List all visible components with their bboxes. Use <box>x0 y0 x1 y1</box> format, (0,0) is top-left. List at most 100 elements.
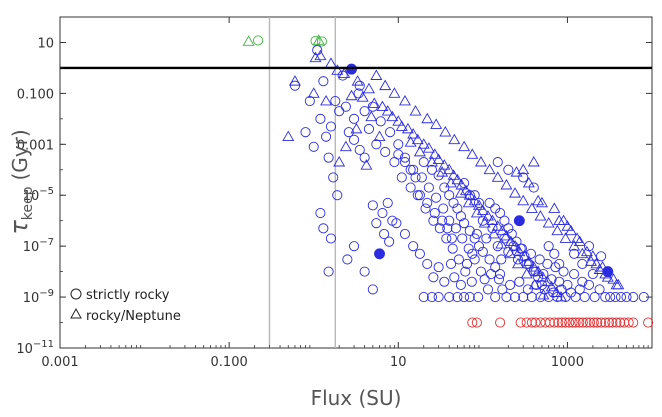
marker-rocky-circle-25 <box>393 139 404 150</box>
marker-rocky-circle-68 <box>552 292 563 303</box>
marker-rocky-circle-106 <box>439 276 450 287</box>
marker-rocky-triangle-31 <box>468 194 481 206</box>
marker-rocky-triangle-12 <box>376 100 389 112</box>
marker-red-circle-1 <box>471 317 482 328</box>
marker-rocky-circle-18 <box>363 123 375 135</box>
marker-rocky-triangle-70 <box>525 202 538 213</box>
marker-rocky-circle-58 <box>509 292 521 303</box>
marker-rocky-circle-172 <box>473 197 485 208</box>
marker-rocky-triangle-3 <box>331 64 344 75</box>
marker-rocky-circle-112 <box>471 228 482 240</box>
marker-rocky-circle-44 <box>460 266 471 277</box>
marker-rocky-circle-175 <box>393 149 404 160</box>
marker-rocky-circle-filled-1 <box>374 248 385 260</box>
marker-red-circle-3 <box>515 317 526 328</box>
marker-rocky-triangle-119 <box>580 245 593 257</box>
y-tick-label-2: 10−7 <box>23 237 54 255</box>
marker-rocky-circle-83 <box>628 292 639 303</box>
x-tick-label-3: 1000 <box>551 355 584 370</box>
marker-rocky-circle-130 <box>550 262 561 273</box>
y-tick-label-3: 10−5 <box>23 186 54 204</box>
marker-rocky-triangle-22 <box>428 148 441 159</box>
marker-rocky-circle-filled-2 <box>513 215 525 227</box>
marker-rocky-triangle-63 <box>466 148 479 159</box>
marker-green-triangle-1 <box>312 34 325 45</box>
marker-rocky-circle-195 <box>554 258 565 270</box>
marker-rocky-triangle-46 <box>536 271 549 282</box>
marker-rocky-triangle-74 <box>559 232 572 243</box>
marker-red-circle-26 <box>607 317 618 328</box>
marker-rocky-circle-88 <box>444 292 455 303</box>
marker-rocky-triangle-40 <box>509 240 521 251</box>
marker-rocky-triangle-29 <box>459 184 472 196</box>
marker-rocky-circle-188 <box>325 233 337 244</box>
marker-rocky-triangle-114 <box>365 110 378 122</box>
marker-rocky-triangle-96 <box>413 145 426 157</box>
marker-rocky-circle-30 <box>412 190 423 201</box>
marker-rocky-triangle-73 <box>551 224 564 236</box>
marker-rocky-triangle-48 <box>545 280 558 292</box>
marker-rocky-circle-80 <box>610 292 621 303</box>
marker-red-circle-25 <box>603 317 615 328</box>
marker-rocky-circle-32 <box>420 203 431 214</box>
marker-rocky-triangle-19 <box>411 133 424 145</box>
marker-green-circle-2 <box>316 36 327 47</box>
marker-rocky-circle-85 <box>452 292 463 303</box>
marker-rocky-triangle-83 <box>510 166 523 177</box>
marker-rocky-circle-108 <box>449 272 460 283</box>
legend-circle-marker <box>70 288 82 300</box>
marker-rocky-triangle-103 <box>478 217 491 228</box>
marker-rocky-triangle-97 <box>425 155 438 167</box>
marker-rocky-circle-137 <box>426 164 437 175</box>
marker-rocky-circle-46 <box>466 276 477 287</box>
marker-rocky-triangle-36 <box>491 220 504 231</box>
marker-rocky-circle-104 <box>428 272 439 283</box>
marker-rocky-triangle-98 <box>436 166 449 177</box>
marker-rocky-circle-26 <box>396 172 407 183</box>
marker-rocky-circle-73 <box>574 284 585 295</box>
marker-rocky-triangle-41 <box>513 245 526 257</box>
marker-rocky-circle-4 <box>330 95 341 107</box>
marker-red-circle-16 <box>570 317 581 328</box>
marker-rocky-triangle-93 <box>360 159 373 170</box>
y-tick-label-5: 0.100 <box>17 87 54 102</box>
marker-rocky-circle-29 <box>408 164 419 175</box>
y-axis-title-subscript: keep <box>20 186 36 220</box>
marker-red-circle-15 <box>567 317 578 328</box>
marker-rocky-circle-14 <box>340 101 351 112</box>
marker-rocky-triangle-105 <box>495 238 508 249</box>
marker-rocky-triangle-24 <box>438 159 451 170</box>
marker-rocky-circle-191 <box>359 266 370 277</box>
marker-red-circle-27 <box>611 317 622 328</box>
marker-rocky-circle-59 <box>514 276 525 287</box>
y-tick-label-4: 0.001 <box>17 138 54 153</box>
marker-rocky-circle-76 <box>589 292 600 303</box>
marker-red-circle-21 <box>588 317 599 328</box>
marker-rocky-triangle-66 <box>491 171 504 182</box>
marker-rocky-triangle-84 <box>535 196 548 208</box>
marker-red-circle-14 <box>564 317 575 328</box>
marker-rocky-circle-55 <box>497 284 508 295</box>
y-tick-label-0: 10−11 <box>16 339 54 357</box>
marker-rocky-triangle-77 <box>585 255 597 266</box>
marker-rocky-circle-111 <box>467 248 478 259</box>
marker-rocky-circle-19 <box>367 101 378 112</box>
marker-rocky-circle-74 <box>579 292 590 303</box>
marker-rocky-circle-103 <box>422 258 433 270</box>
marker-red-circle-4 <box>521 317 532 328</box>
marker-rocky-triangle-5 <box>351 75 364 86</box>
marker-rocky-triangle-14 <box>386 110 399 122</box>
x-tick-label-0: 0.001 <box>41 355 78 370</box>
marker-rocky-circle-126 <box>534 254 545 265</box>
marker-rocky-triangle-10 <box>356 91 369 102</box>
marker-rocky-circle-39 <box>444 215 455 226</box>
marker-rocky-triangle-1 <box>314 49 327 61</box>
marker-rocky-triangle-32 <box>473 199 485 210</box>
marker-rocky-circle-56 <box>501 292 512 303</box>
marker-rocky-circle-20 <box>371 139 382 150</box>
marker-rocky-circle-153 <box>422 197 433 208</box>
marker-rocky-circle-12 <box>328 172 339 183</box>
marker-rocky-circle-28 <box>405 182 416 193</box>
x-axis-title: Flux (SU) <box>311 386 402 410</box>
marker-rocky-circle-201 <box>503 164 514 175</box>
